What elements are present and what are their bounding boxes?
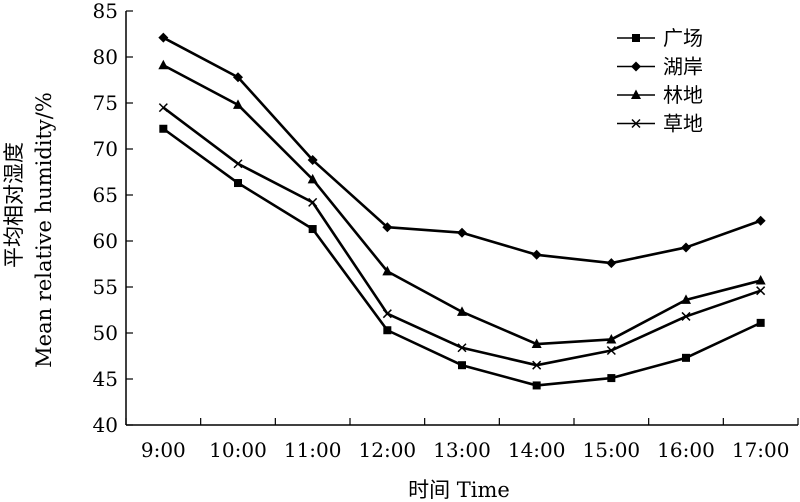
legend-item: 广场 — [617, 26, 703, 50]
x-marker-stroke — [606, 345, 616, 356]
y-axis-title: 平均相对湿度 Mean relative humidity/% — [2, 92, 56, 368]
x-marker-stroke — [457, 343, 467, 353]
data-point — [606, 258, 617, 269]
x-tick-label: 13:00 — [433, 438, 491, 462]
series-1 — [159, 124, 765, 390]
data-point — [308, 225, 317, 234]
data-point — [307, 173, 318, 184]
y-tick-label: 45 — [93, 367, 118, 391]
y-axis-title-cn: 平均相对湿度 — [2, 142, 26, 268]
data-point — [681, 294, 691, 304]
x-marker-stroke — [532, 360, 542, 370]
data-point — [233, 99, 243, 109]
data-point — [383, 326, 392, 335]
x-axis-title: 时间 Time — [408, 478, 510, 502]
data-point — [532, 381, 541, 390]
x-marker-stroke — [756, 286, 766, 296]
y-tick-label: 60 — [93, 229, 118, 253]
legend-item: 草地 — [617, 112, 703, 136]
y-tick-label: 80 — [93, 45, 118, 69]
data-point — [233, 72, 243, 83]
series-line — [162, 64, 761, 346]
data-point — [532, 360, 542, 370]
x-tick-label: 16:00 — [657, 438, 715, 462]
data-point — [756, 318, 765, 327]
data-point — [755, 215, 766, 226]
x-tick-label: 10:00 — [209, 438, 267, 462]
data-point — [307, 155, 318, 166]
x-marker-stroke — [158, 103, 168, 113]
axes: 40 45 50 55 60 65 70 75 80 85 9:00 10:00 11:00 12:00 1… — [93, 0, 799, 462]
data-point — [606, 345, 616, 356]
legend-item: 林地 — [617, 83, 703, 107]
legend-marker — [631, 61, 641, 72]
series-layer — [158, 32, 766, 390]
x-tick-label: 17:00 — [732, 438, 790, 462]
series-2 — [158, 32, 766, 269]
data-point — [681, 311, 691, 321]
data-point — [756, 286, 766, 296]
x-marker-stroke — [308, 197, 318, 207]
data-point — [531, 249, 542, 260]
data-point — [158, 32, 169, 43]
x-tick-label: 9:00 — [141, 438, 186, 462]
y-tick-label: 40 — [93, 413, 118, 437]
data-point — [606, 333, 617, 344]
y-tick-label: 75 — [93, 91, 118, 115]
legend-item: 湖岸 — [617, 55, 703, 79]
data-point — [755, 275, 766, 285]
data-point — [457, 306, 467, 316]
x-tick-label: 12:00 — [359, 438, 417, 462]
data-point — [308, 197, 318, 207]
data-point — [457, 343, 467, 353]
x-marker-stroke — [681, 311, 691, 321]
x-marker-stroke — [631, 118, 641, 129]
data-point — [457, 227, 467, 238]
data-point — [159, 124, 168, 133]
x-marker-stroke — [382, 309, 392, 319]
legend-marker — [632, 34, 640, 42]
y-tick-label: 70 — [93, 137, 118, 161]
data-point — [234, 179, 242, 188]
y-tick-label: 55 — [93, 275, 118, 299]
data-point — [233, 159, 243, 169]
data-point — [382, 265, 393, 276]
x-tick-label: 11:00 — [284, 438, 342, 462]
data-point — [158, 103, 168, 113]
y-axis-title-en: Mean relative humidity/% — [32, 92, 56, 368]
data-point — [382, 222, 393, 233]
series-3 — [158, 59, 766, 349]
data-point — [158, 59, 169, 70]
x-marker-stroke — [233, 159, 243, 169]
y-tick-label: 50 — [93, 321, 118, 345]
legend-label: 广场 — [663, 26, 703, 50]
data-point — [681, 242, 691, 253]
data-point — [682, 353, 690, 362]
series-4 — [158, 103, 766, 370]
legend-marker — [631, 89, 641, 99]
data-point — [382, 309, 392, 319]
data-point — [607, 374, 616, 383]
legend-marker — [631, 118, 641, 129]
legend-label: 草地 — [663, 112, 703, 136]
legend-label: 湖岸 — [663, 55, 703, 79]
x-tick-label: 14:00 — [508, 438, 566, 462]
y-tick-label: 85 — [93, 0, 118, 23]
data-point — [531, 338, 542, 349]
x-tick-label: 15:00 — [583, 438, 641, 462]
data-point — [458, 361, 466, 370]
legend-label: 林地 — [663, 83, 703, 107]
y-tick-label: 65 — [93, 183, 118, 207]
